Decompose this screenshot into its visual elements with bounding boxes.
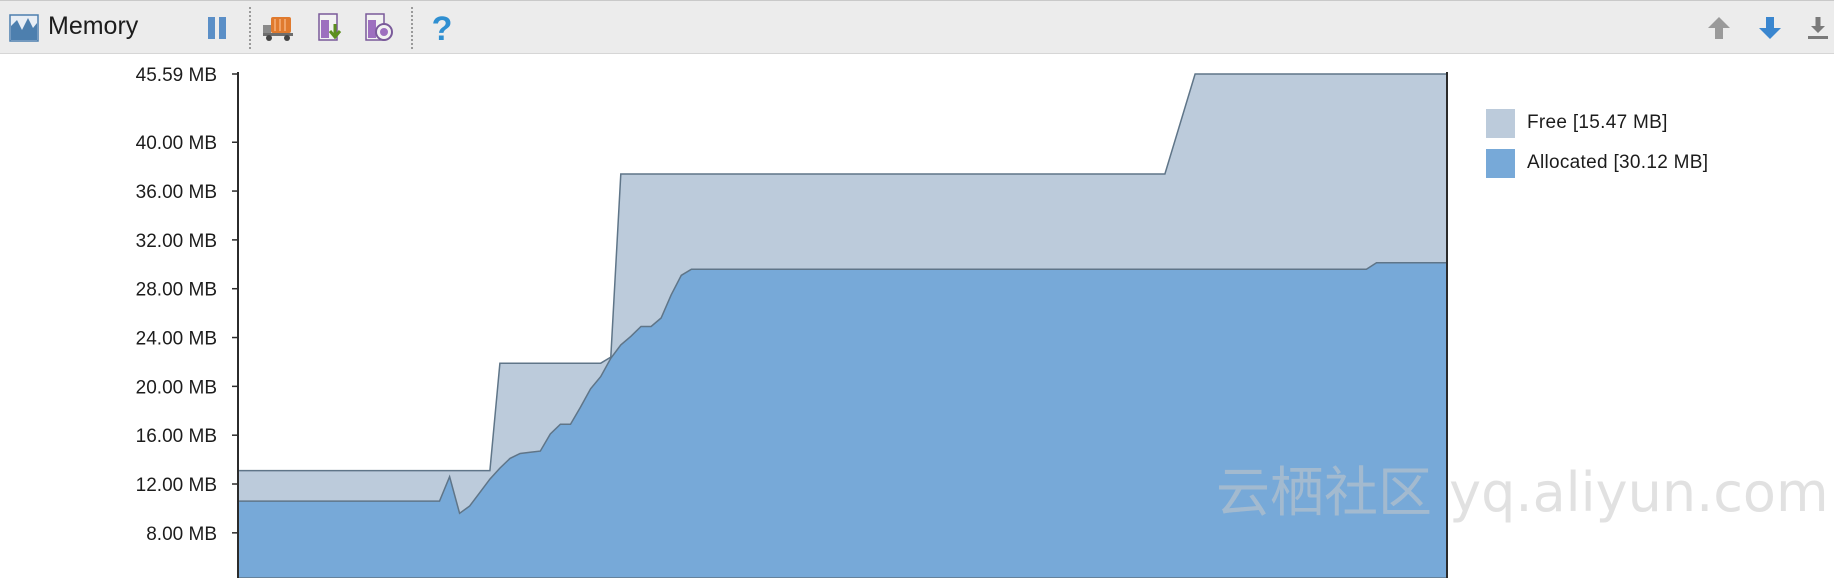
y-axis: 8.00 MB 12.00 MB 16.00 MB 20.00 MB 24.00 MB 2… bbox=[136, 65, 238, 545]
y-tick-label: 12.00 MB bbox=[136, 475, 217, 496]
legend-item-allocated: Allocated [30.12 MB] bbox=[1486, 144, 1708, 182]
toolbar-separator bbox=[249, 7, 251, 49]
scroll-down-button[interactable] bbox=[1754, 10, 1786, 46]
scroll-to-end-button[interactable] bbox=[1804, 10, 1832, 46]
y-tick-label: 8.00 MB bbox=[146, 524, 217, 545]
y-tick-label: 24.00 MB bbox=[136, 329, 217, 350]
y-tick-label: 20.00 MB bbox=[136, 377, 217, 398]
legend-label-allocated: Allocated [30.12 MB] bbox=[1527, 152, 1709, 173]
memory-chart-icon bbox=[8, 10, 40, 46]
legend-label-free: Free [15.47 MB] bbox=[1527, 112, 1668, 133]
y-tick-label: 28.00 MB bbox=[136, 280, 217, 301]
watermark: 云栖社区 yq.aliyun.com bbox=[1216, 461, 1829, 524]
y-tick-label: 16.00 MB bbox=[136, 426, 217, 447]
pause-icon bbox=[208, 17, 226, 39]
legend-swatch-free bbox=[1486, 108, 1515, 138]
y-tick-label: 45.59 MB bbox=[136, 65, 217, 86]
initiate-gc-button[interactable] bbox=[260, 10, 296, 46]
scroll-up-icon bbox=[1708, 17, 1730, 39]
gc-truck-icon bbox=[263, 17, 293, 41]
legend-swatch-allocated bbox=[1486, 148, 1515, 178]
memory-area-chart: 8.00 MB 12.00 MB 16.00 MB 20.00 MB 24.00 MB 2… bbox=[136, 65, 1448, 578]
allocation-tracking-icon bbox=[365, 13, 393, 41]
chart-legend: Free [15.47 MB] Allocated [30.12 MB] bbox=[1486, 104, 1708, 184]
dump-heap-icon bbox=[318, 13, 342, 41]
allocated-memory-area bbox=[237, 262, 1448, 578]
toolbar-separator bbox=[411, 7, 413, 49]
scroll-to-end-icon bbox=[1808, 17, 1828, 39]
legend-item-free: Free [15.47 MB] bbox=[1486, 104, 1708, 142]
scroll-down-icon bbox=[1759, 17, 1781, 39]
y-tick-label: 36.00 MB bbox=[136, 182, 217, 203]
panel-title: Memory bbox=[48, 12, 139, 40]
y-tick-label: 32.00 MB bbox=[136, 231, 217, 252]
svg-text:?: ? bbox=[432, 11, 453, 45]
pause-button[interactable] bbox=[202, 10, 232, 46]
y-tick-label: 40.00 MB bbox=[136, 133, 217, 154]
memory-monitor-area: 8.00 MB 12.00 MB 16.00 MB 20.00 MB 24.00 MB 2… bbox=[0, 54, 1834, 578]
help-icon: ? bbox=[432, 11, 453, 45]
scroll-up-button[interactable] bbox=[1703, 10, 1735, 46]
start-allocation-tracking-button[interactable] bbox=[360, 10, 398, 46]
help-button[interactable]: ? bbox=[426, 10, 458, 46]
memory-toolbar: Memory ? bbox=[0, 0, 1834, 54]
dump-java-heap-button[interactable] bbox=[312, 10, 348, 46]
